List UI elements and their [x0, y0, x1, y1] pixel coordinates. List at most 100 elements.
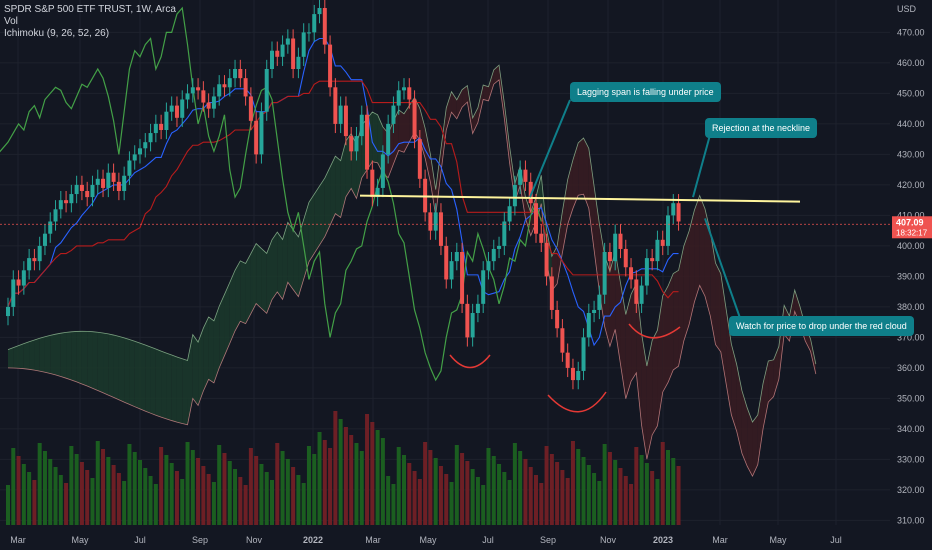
cloud-segment	[134, 341, 140, 409]
candle-body	[95, 178, 100, 185]
candle-body	[644, 258, 649, 286]
x-tick-label: Mar	[10, 535, 26, 545]
volume-bar	[528, 467, 533, 525]
volume-bar	[481, 485, 486, 525]
candle-body	[101, 178, 106, 188]
candle-body	[11, 279, 16, 307]
candle-body	[370, 169, 375, 198]
volume-bar	[164, 455, 169, 525]
volume-bar	[433, 458, 438, 525]
candle-body	[111, 172, 116, 182]
volume-bar	[196, 458, 201, 525]
volume-bar	[11, 448, 16, 525]
cloud-segment	[541, 175, 547, 261]
candle-body	[523, 169, 528, 182]
y-tick-label: 360.00	[897, 363, 925, 373]
volume-bar	[396, 447, 401, 525]
volume-bar	[27, 472, 32, 525]
candle-body	[597, 294, 602, 310]
cloud-segment	[810, 339, 816, 375]
right-shoulder-curve	[628, 323, 681, 339]
cloud-segment	[483, 85, 489, 101]
volume-bar	[201, 466, 206, 525]
cloud-segment	[140, 343, 146, 412]
volume-bar	[106, 457, 111, 525]
cloud-segment	[18, 343, 24, 369]
candle-body	[639, 285, 644, 304]
candle-body	[544, 242, 549, 277]
y-tick-label: 430.00	[897, 149, 925, 159]
candle-body	[127, 160, 132, 176]
volume-bar	[449, 482, 454, 525]
volume-bar	[417, 479, 422, 525]
candle-body	[270, 50, 274, 69]
candle-body	[444, 245, 449, 280]
volume-bar	[586, 465, 591, 525]
candle-body	[428, 212, 433, 231]
symbol-title[interactable]: SPDR S&P 500 ETF TRUST, 1W, Arca	[4, 4, 176, 15]
x-tick-label: 2023	[653, 535, 673, 545]
candle-body	[396, 90, 401, 106]
candle-body	[174, 105, 179, 118]
candle-body	[306, 32, 311, 34]
volume-bar	[85, 470, 90, 525]
candle-body	[581, 337, 586, 371]
candle-body	[21, 270, 26, 286]
candle-body	[586, 313, 591, 338]
y-tick-label: 460.00	[897, 58, 925, 68]
y-tick-label: 450.00	[897, 88, 925, 98]
cloud-segment	[583, 138, 589, 209]
cloud-segment	[224, 282, 230, 356]
cloud-segment	[430, 154, 436, 216]
volume-bar	[291, 467, 296, 525]
volume-bar	[607, 452, 612, 525]
volume-legend[interactable]: Vol	[4, 16, 18, 27]
candle-body	[85, 191, 90, 198]
price-tag-value: 407.09	[896, 217, 924, 227]
candle-body	[222, 84, 227, 88]
cloud-segment	[240, 260, 246, 324]
candle-body	[159, 123, 164, 130]
volume-bar	[365, 414, 370, 525]
candle-body	[565, 352, 570, 368]
volume-bar	[555, 462, 560, 525]
cloud-segment	[752, 414, 758, 477]
x-tick-label: Sep	[192, 535, 208, 545]
cloud-segment	[176, 356, 183, 424]
candle-body	[153, 123, 158, 134]
cloud-segment	[161, 351, 167, 419]
volume-bar	[328, 448, 333, 525]
candle-body	[486, 261, 491, 271]
ichimoku-legend[interactable]: Ichimoku (9, 26, 52, 26)	[4, 28, 110, 39]
candle-body	[206, 102, 211, 109]
cloud-segment	[472, 107, 478, 134]
volume-bar	[629, 484, 634, 525]
cloud-segment	[282, 222, 288, 300]
volume-bar	[127, 444, 132, 525]
volume-bars	[6, 411, 681, 525]
callout-pointer-neckline	[692, 134, 711, 198]
cloud-segment	[103, 332, 109, 396]
volume-bar	[243, 485, 248, 525]
candle-body	[460, 252, 465, 304]
cloud-segment	[557, 211, 563, 284]
cloud-segment	[747, 407, 753, 477]
cloud-segment	[683, 231, 690, 341]
cloud-segment	[124, 337, 130, 405]
annotations	[0, 99, 890, 413]
x-tick-label: Nov	[600, 535, 617, 545]
cloud-segment	[266, 239, 272, 314]
volume-bar	[597, 481, 602, 525]
cloud-segment	[646, 340, 653, 460]
volume-bar	[349, 435, 354, 525]
volume-bar	[655, 479, 660, 525]
cloud-segment	[446, 91, 452, 131]
candle-body	[438, 212, 443, 246]
cloud-segment	[108, 333, 114, 398]
cloud-segment	[499, 65, 505, 119]
candle-body	[412, 99, 417, 140]
candle-body	[90, 184, 95, 198]
cloud-segment	[572, 142, 579, 209]
cloud-segment	[335, 156, 341, 218]
